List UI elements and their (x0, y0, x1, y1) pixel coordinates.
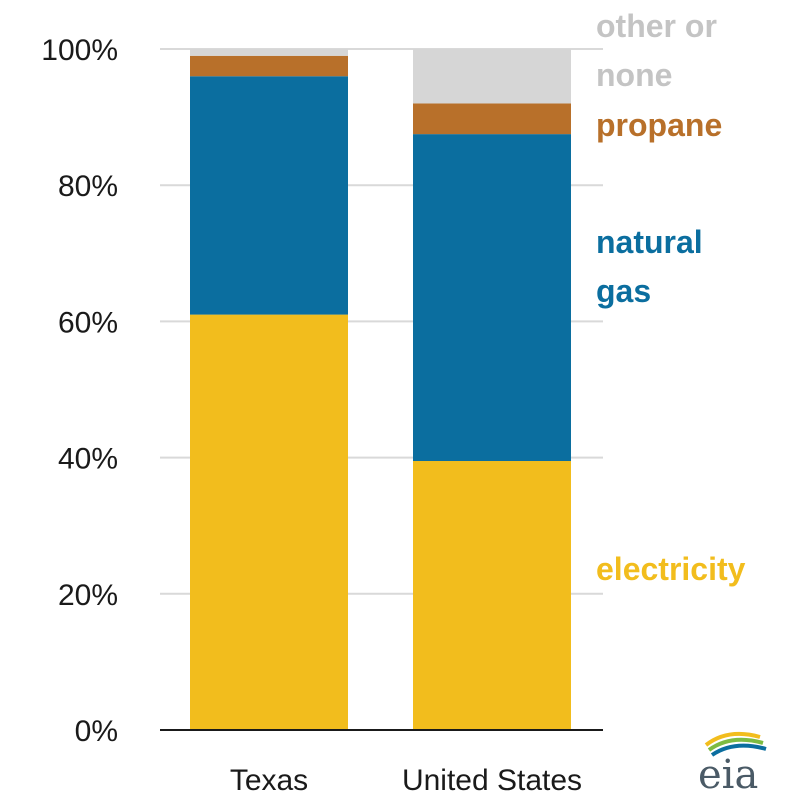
bar-segment-natural-gas (413, 134, 571, 462)
legend-label-natural-gas: natural (596, 224, 703, 260)
inline-legend: other or none propane natural gas electricity (596, 8, 746, 587)
logo-swoosh-yellow (704, 731, 761, 747)
legend-label-other-or-none: other or (596, 8, 717, 44)
logo-swoosh-green (707, 737, 764, 752)
y-axis-tick-labels: 0% 20% 40% 60% 80% 100% (41, 34, 118, 748)
y-tick-label: 100% (41, 34, 118, 67)
legend-label-other-or-none: none (596, 57, 672, 93)
y-tick-label: 0% (75, 715, 118, 748)
bar-segment-propane (190, 55, 348, 77)
x-axis-category-labels: Texas United States (230, 764, 582, 797)
y-tick-label: 80% (58, 170, 118, 203)
x-category-label: Texas (230, 764, 308, 797)
bar-segment-electricity (190, 314, 348, 730)
legend-label-electricity: electricity (596, 551, 746, 587)
legend-label-natural-gas: gas (596, 273, 651, 309)
logo-text: eia (698, 752, 758, 798)
x-category-label: United States (402, 764, 582, 797)
y-tick-label: 40% (58, 443, 118, 476)
bar-segment-propane (413, 103, 571, 135)
y-tick-label: 60% (58, 306, 118, 339)
y-tick-label: 20% (58, 579, 118, 612)
bar-segment-electricity (413, 461, 571, 730)
bar-segment-natural-gas (190, 76, 348, 315)
eia-logo: eia (698, 731, 767, 798)
logo-swoosh-blue (710, 743, 767, 757)
bar-segment-other-or-none (190, 49, 348, 56)
bar-segment-other-or-none (413, 49, 571, 104)
bar-group (190, 49, 571, 730)
legend-label-propane: propane (596, 107, 722, 143)
